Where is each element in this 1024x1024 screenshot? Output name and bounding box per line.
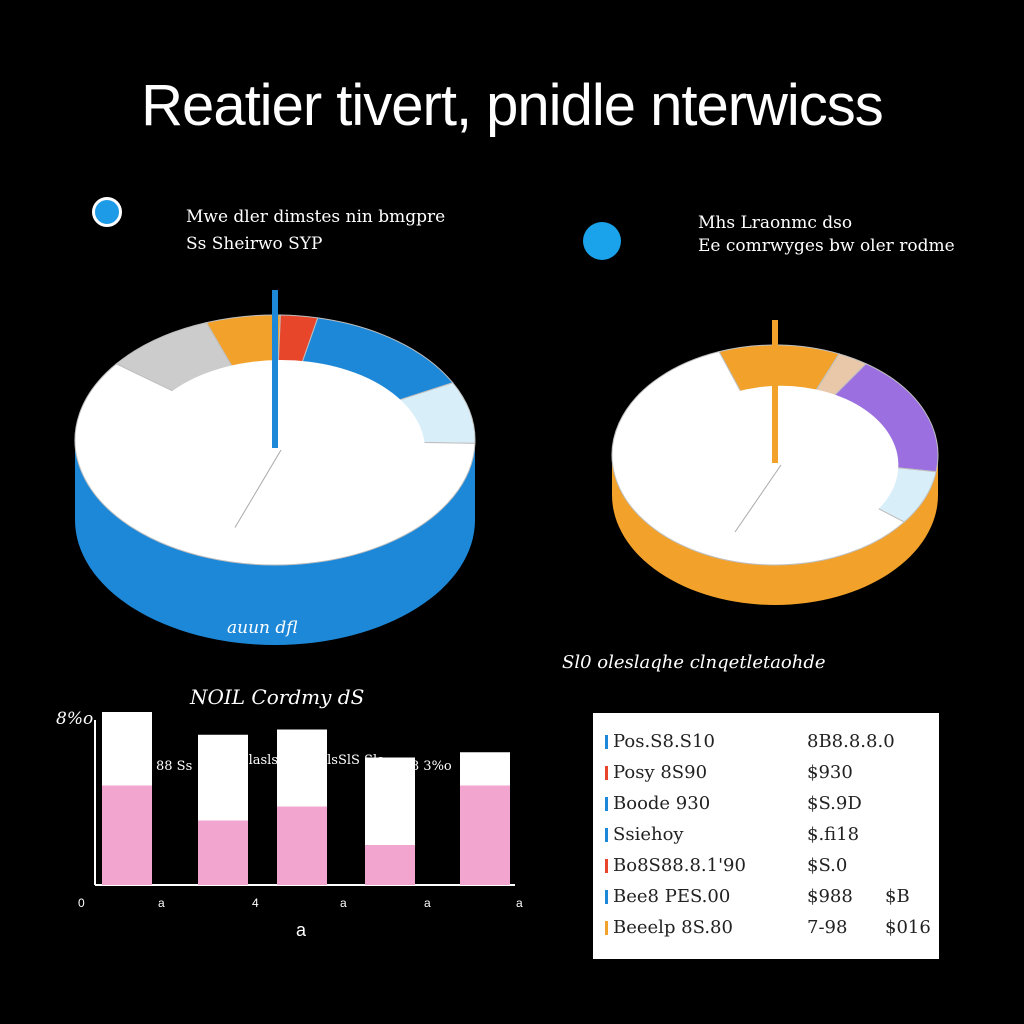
row-value-2: $B xyxy=(885,886,910,907)
pie-0-divider xyxy=(234,449,282,528)
row-value: $988 xyxy=(807,886,853,907)
pie-1-divider xyxy=(734,464,782,533)
pie-1-side xyxy=(612,455,938,605)
row-value: $930 xyxy=(807,762,853,783)
row-color-swatch xyxy=(605,797,608,811)
table-row: Boode 930 $S.9D xyxy=(593,791,939,821)
bar-annotation-3: 8%0 Sf xyxy=(460,773,508,788)
pie-chart-left xyxy=(74,290,476,645)
bar-pink-0 xyxy=(102,785,152,885)
row-label: Pos.S8.S10 xyxy=(613,731,715,752)
bar-annotation-0: 88 Ss xyxy=(156,759,192,774)
row-label: Bo8S88.8.1'90 xyxy=(613,855,746,876)
table-row: Pos.S8.S10 8B8.8.8.0 xyxy=(593,729,939,759)
row-color-swatch xyxy=(605,859,608,873)
row-value-2: $016 xyxy=(885,917,931,938)
row-value: 7-98 xyxy=(807,917,848,938)
pie-1-needle xyxy=(772,320,778,463)
row-color-swatch xyxy=(605,735,608,749)
bar-chart: NOIL Cordmy dS 8%o 0 a 4 a a a a 88 Ss alslaslslso… xyxy=(56,685,523,940)
legend-left-line-2: Ss Sheirwo SYP xyxy=(186,234,323,254)
row-value: $S.9D xyxy=(807,793,862,814)
row-label: Ssiehoy xyxy=(613,824,684,845)
table-row: Beeelp 8S.80 7-98 $016 xyxy=(593,915,939,945)
legend-left-line-1: Mwe dler dimstes nin bmgpre xyxy=(186,207,446,227)
legend-dot-right xyxy=(583,222,621,260)
table-row: Bee8 PES.00 $988 $B xyxy=(593,884,939,914)
bar-annotation-2: S8 3%o xyxy=(402,759,452,774)
row-color-swatch xyxy=(605,890,608,904)
bar-chart-title: NOIL Cordmy dS xyxy=(189,685,364,709)
table-row: Ssiehoy $.fi18 xyxy=(593,822,939,852)
bar-pink-4 xyxy=(460,785,510,885)
bar-y-label: 8%o xyxy=(56,709,93,729)
bar-pink-1 xyxy=(198,820,248,885)
pie-right-caption: Sl0 oleslaqhe clnqetletaohde xyxy=(562,652,826,673)
table-row: Bo8S88.8.1'90 $S.0 xyxy=(593,853,939,883)
legend-dot-left xyxy=(92,197,122,227)
row-label: Boode 930 xyxy=(613,793,711,814)
bar-x-label: a xyxy=(296,920,307,940)
legend-right-line-2: Ee comrwyges bw oler rodme xyxy=(698,236,955,256)
bar-x-tick-3: a xyxy=(340,896,347,910)
bar-x-tick-1: a xyxy=(158,896,165,910)
bar-x-tick-4: a xyxy=(424,896,431,910)
row-value: $S.0 xyxy=(807,855,848,876)
pie-chart-right xyxy=(611,320,939,605)
pie-0-needle xyxy=(272,290,278,448)
row-color-swatch xyxy=(605,766,608,780)
bar-x-tick-2: 4 xyxy=(252,896,259,910)
row-color-swatch xyxy=(605,828,608,842)
row-label: Bee8 PES.00 xyxy=(613,886,731,907)
bar-x-tick-0: 0 xyxy=(78,896,85,910)
legend-right-line-1: Mhs Lraonmc dso xyxy=(698,213,853,233)
data-table: Pos.S8.S10 8B8.8.8.0 Posy 8S90 $930 Boode 93… xyxy=(593,713,939,959)
row-label: Beeelp 8S.80 xyxy=(613,917,733,938)
row-value: 8B8.8.8.0 xyxy=(807,731,895,752)
pie-0-side xyxy=(75,440,475,645)
bar-annotation-1: alslaslslsolsleolsSlS Sls xyxy=(230,753,384,768)
row-color-swatch xyxy=(605,921,608,935)
row-label: Posy 8S90 xyxy=(613,762,708,783)
pie-left-caption: auun dfl xyxy=(227,618,298,638)
chart-title: Reatier tivert, pnidle nterwicss xyxy=(141,73,884,138)
bar-pink-3 xyxy=(365,845,415,885)
bar-pink-2 xyxy=(277,806,327,885)
row-value: $.fi18 xyxy=(807,824,860,845)
table-row: Posy 8S90 $930 xyxy=(593,760,939,790)
bar-x-tick-5: a xyxy=(516,896,523,910)
